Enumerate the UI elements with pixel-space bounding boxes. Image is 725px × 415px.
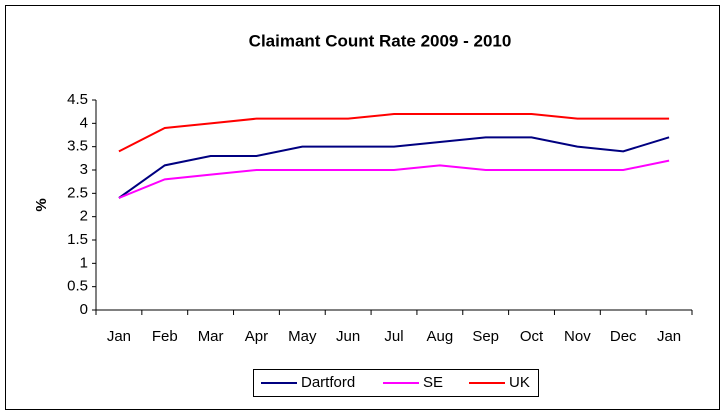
x-tick-label: Jun [336, 328, 360, 345]
legend-label: UK [509, 374, 530, 391]
series-line [118, 136, 670, 199]
y-tick-label: 2 [80, 208, 88, 225]
y-tick-label: 3 [80, 161, 88, 178]
x-tick-label: Sep [472, 328, 499, 345]
x-tick-label: May [288, 328, 317, 345]
series-line [118, 159, 670, 199]
x-tick-label: Aug [426, 328, 453, 345]
y-tick-label: 2.5 [67, 184, 88, 201]
series-line [118, 113, 670, 153]
y-tick-label: 0 [80, 301, 88, 318]
y-axis-label: % [33, 198, 50, 211]
y-tick-label: 1.5 [67, 231, 88, 248]
y-tick-label: 4 [80, 114, 88, 131]
x-tick-label: Nov [564, 328, 591, 345]
x-tick-label: Oct [520, 328, 544, 345]
legend-label: Dartford [301, 374, 355, 391]
y-tick-label: 4.5 [67, 91, 88, 108]
x-tick-label: Feb [152, 328, 178, 345]
legend-label: SE [423, 374, 443, 391]
x-tick-label: Jan [107, 328, 131, 345]
chart-border [5, 5, 720, 410]
x-tick-label: Jan [657, 328, 681, 345]
x-tick-label: Mar [198, 328, 224, 345]
y-tick-label: 1 [80, 254, 88, 271]
x-tick-label: Apr [245, 328, 268, 345]
y-tick-label: 3.5 [67, 138, 88, 155]
chart-title: Claimant Count Rate 2009 - 2010 [249, 31, 512, 50]
x-tick-label: Dec [610, 328, 637, 345]
y-tick-label: 0.5 [67, 278, 88, 295]
x-tick-label: Jul [384, 328, 403, 345]
